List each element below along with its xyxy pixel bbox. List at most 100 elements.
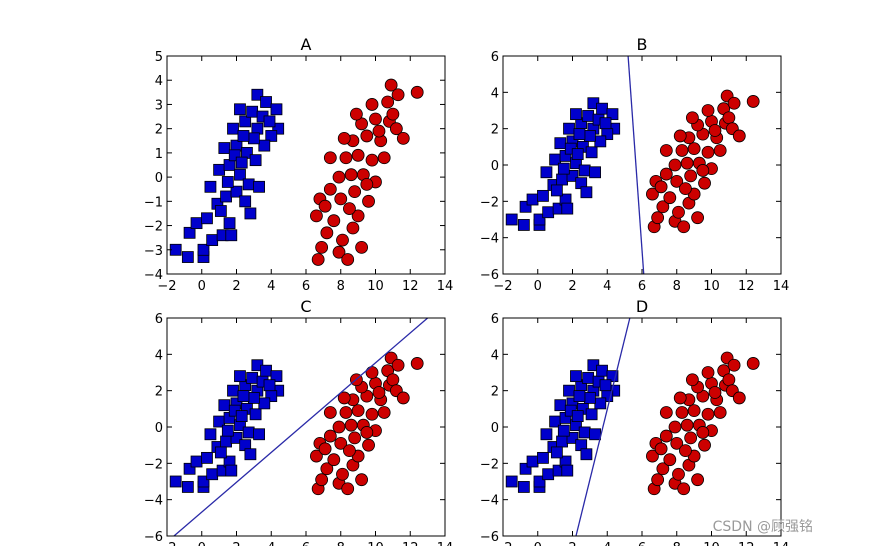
square-point (533, 213, 546, 226)
square-point (181, 481, 194, 493)
circle-point (675, 144, 689, 157)
panel-C: C −2 0 2 4 6 8 10 12 14 −6 −4 −2 0 2 4 6 (144, 297, 453, 546)
circle-point (372, 124, 386, 138)
circle-point (365, 407, 379, 421)
square-point (263, 115, 276, 128)
circle-point (410, 85, 424, 99)
circle-point (672, 205, 685, 219)
x-tick-label: 4 (267, 279, 275, 294)
square-point (550, 446, 563, 459)
circle-point (377, 406, 391, 419)
circle-point (320, 462, 334, 476)
circle-point (651, 211, 665, 225)
circle-point (391, 358, 405, 372)
square-point (596, 364, 608, 377)
square-point (265, 130, 278, 142)
y-tick-label: 2 (155, 385, 163, 400)
circle-point (701, 145, 715, 159)
circle-point (659, 167, 673, 181)
square-point (181, 251, 194, 263)
x-tick-label: 6 (638, 541, 646, 546)
x-tick-label: 12 (738, 279, 755, 294)
y-tick-label: 4 (491, 348, 499, 363)
square-point (237, 390, 250, 403)
x-tick-label: 0 (198, 541, 206, 546)
square-point (263, 379, 276, 392)
circle-point (339, 151, 353, 165)
square-point (570, 108, 582, 121)
circle-point (656, 462, 670, 476)
circle-point (323, 429, 337, 443)
y-tick-label: 4 (491, 86, 499, 101)
square-point (585, 408, 598, 421)
y-tick-label: −1 (144, 195, 163, 210)
square-point (225, 464, 238, 477)
square-point (237, 130, 250, 142)
square-point (260, 96, 272, 108)
circle-point (668, 158, 682, 172)
y-tick-label: 0 (155, 171, 163, 186)
x-tick-label: 10 (367, 541, 384, 546)
circle-point (670, 436, 684, 450)
y-tick-label: 5 (155, 50, 163, 65)
circle-point (355, 240, 369, 254)
x-tick-label: 14 (773, 279, 790, 294)
square-point (220, 190, 232, 203)
square-point (204, 180, 217, 193)
square-point (206, 468, 219, 481)
square-point (258, 139, 271, 152)
axes-frame (166, 317, 446, 537)
x-tick-label: −2 (157, 279, 176, 294)
square-point (242, 426, 255, 439)
circle-point (663, 191, 677, 205)
square-point (227, 122, 239, 135)
circle-point (687, 142, 701, 156)
square-point (225, 229, 238, 242)
square-point (550, 184, 563, 197)
x-tick-label: 6 (302, 541, 310, 546)
circle-point (654, 180, 668, 194)
plot-area (169, 318, 429, 536)
circle-point (323, 151, 337, 165)
circle-point (673, 129, 687, 143)
y-tick-label: −2 (144, 220, 163, 235)
circle-point (360, 177, 374, 191)
circle-point (344, 418, 358, 432)
x-tick-label: 4 (267, 541, 275, 546)
square-point (197, 475, 210, 488)
y-tick-label: 0 (491, 421, 499, 436)
circle-point (341, 482, 355, 496)
square-point (596, 102, 608, 115)
circle-point (346, 221, 360, 235)
square-point (540, 428, 553, 441)
square-point (557, 162, 570, 175)
square-point (571, 410, 584, 423)
square-point (606, 370, 619, 383)
square-point (589, 428, 601, 441)
x-tick-label: 6 (302, 279, 310, 294)
circle-point (310, 209, 323, 223)
circle-point (377, 151, 391, 165)
square-point (235, 156, 248, 169)
panel-D: D −2 0 2 4 6 8 10 12 14 −6 −4 −2 0 2 4 6 (480, 297, 789, 546)
circle-point (315, 473, 329, 487)
square-point (247, 392, 260, 404)
circle-point (684, 431, 698, 445)
circle-point (318, 199, 332, 213)
circle-point (651, 473, 665, 487)
square-point (582, 110, 595, 122)
square-point (218, 142, 231, 154)
square-point (505, 213, 518, 226)
square-point (228, 149, 241, 162)
circle-point (701, 366, 715, 379)
x-tick-label: 2 (568, 541, 576, 546)
circle-point (351, 209, 365, 223)
circle-point (684, 169, 698, 183)
circle-point (659, 144, 673, 157)
x-tick-label: 6 (638, 279, 646, 294)
square-point (585, 146, 598, 159)
circle-point (708, 124, 722, 137)
x-tick-label: 10 (703, 279, 720, 294)
circle-point (713, 406, 727, 419)
square-point (566, 431, 579, 444)
